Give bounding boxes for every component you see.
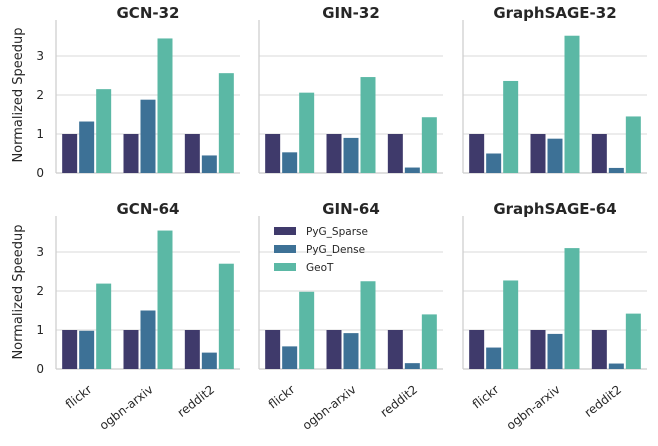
bar-geot <box>421 314 437 369</box>
x-tick-label: flickr <box>63 382 95 411</box>
bar-pyg-sparse <box>123 330 139 369</box>
bar-geot <box>218 263 234 369</box>
x-tick-label: reddit2 <box>582 382 624 419</box>
x-tick-label: reddit2 <box>175 382 217 419</box>
bar-pyg-sparse <box>184 134 200 173</box>
y-tick-label: 3 <box>36 245 44 259</box>
y-tick-label: 0 <box>36 362 44 376</box>
panel-title: GraphSAGE-32 <box>493 4 616 22</box>
bar-geot <box>625 313 641 369</box>
y-tick-label: 0 <box>36 166 44 180</box>
bar-geot <box>157 38 173 174</box>
panel-title: GIN-64 <box>322 200 380 218</box>
bar-geot <box>503 280 519 369</box>
bar-geot <box>218 73 234 173</box>
bar-pyg-sparse <box>265 330 281 369</box>
bar-pyg-sparse <box>591 330 607 369</box>
bar-pyg-dense <box>282 152 298 173</box>
y-tick-label: 3 <box>36 49 44 63</box>
bar-pyg-sparse <box>62 134 78 173</box>
bar-pyg-sparse <box>326 134 342 173</box>
bar-pyg-sparse <box>123 134 139 173</box>
x-tick-label: flickr <box>266 382 298 411</box>
bar-geot <box>96 283 112 369</box>
y-axis-label: Normalized Speedup <box>11 224 26 359</box>
y-tick-label: 2 <box>36 284 44 298</box>
bar-pyg-dense <box>404 363 420 369</box>
bar-geot <box>564 35 580 173</box>
bar-geot <box>157 230 173 369</box>
bar-geot <box>360 77 376 173</box>
bar-pyg-dense <box>140 99 156 173</box>
bar-pyg-sparse <box>387 330 403 369</box>
bar-geot <box>564 248 580 369</box>
bar-pyg-dense <box>404 167 420 173</box>
bar-pyg-dense <box>140 310 156 369</box>
legend-label: PyG_Sparse <box>306 226 368 238</box>
bar-pyg-sparse <box>184 330 200 369</box>
bar-pyg-dense <box>486 347 502 369</box>
bar-pyg-sparse <box>62 330 78 369</box>
x-tick-label: ogbn-arxiv <box>504 382 563 432</box>
bar-pyg-sparse <box>591 134 607 173</box>
legend-label: GeoT <box>306 262 334 274</box>
bar-pyg-sparse <box>326 330 342 369</box>
y-axis-label: Normalized Speedup <box>11 27 26 162</box>
bar-pyg-dense <box>79 330 95 369</box>
bar-pyg-dense <box>343 137 359 173</box>
bar-pyg-dense <box>79 121 95 173</box>
bar-pyg-dense <box>608 167 624 173</box>
bar-pyg-sparse <box>387 134 403 173</box>
x-tick-label: reddit2 <box>378 382 420 419</box>
legend: PyG_Sparse PyG_Dense GeoT <box>274 226 368 274</box>
x-tick-label: ogbn-arxiv <box>97 382 156 432</box>
legend-swatch <box>274 263 296 271</box>
bar-geot <box>299 92 315 173</box>
bar-pyg-dense <box>608 363 624 369</box>
bar-pyg-dense <box>282 346 298 369</box>
bar-geot <box>96 89 112 173</box>
bar-geot <box>503 80 519 173</box>
bar-pyg-sparse <box>530 134 546 173</box>
bar-pyg-dense <box>547 138 563 173</box>
y-tick-label: 2 <box>36 88 44 102</box>
bar-pyg-sparse <box>469 134 485 173</box>
bar-pyg-dense <box>486 153 502 173</box>
panel-title: GCN-32 <box>117 4 180 22</box>
panel-title: GCN-64 <box>117 200 180 218</box>
x-tick-label: flickr <box>470 382 502 411</box>
bar-pyg-dense <box>201 352 217 369</box>
bar-pyg-sparse <box>469 330 485 369</box>
panel-title: GraphSAGE-64 <box>493 200 616 218</box>
legend-label: PyG_Dense <box>306 244 365 256</box>
panel-graphsage-64: GraphSAGE-64 flickr ogbn-arxiv reddit2 <box>462 200 647 433</box>
bar-pyg-dense <box>547 333 563 369</box>
y-tick-label: 1 <box>36 323 44 337</box>
bar-geot <box>299 291 315 369</box>
legend-swatch <box>274 227 296 235</box>
bar-pyg-dense <box>201 155 217 173</box>
panel-gin-32: GIN-32 <box>258 4 443 174</box>
y-tick-label: 1 <box>36 127 44 141</box>
bar-geot <box>360 281 376 369</box>
panel-graphsage-32: GraphSAGE-32 <box>462 4 647 174</box>
bar-pyg-sparse <box>530 330 546 369</box>
panel-gcn-64: GCN-64 0 1 2 3 flickr ogbn-arxiv reddit2 <box>36 200 240 433</box>
bar-geot <box>625 116 641 173</box>
bar-pyg-sparse <box>265 134 281 173</box>
bar-geot <box>421 117 437 173</box>
panel-gcn-32: GCN-32 0 1 2 3 <box>36 4 240 180</box>
legend-swatch <box>274 245 296 253</box>
x-tick-label: ogbn-arxiv <box>300 382 359 432</box>
panel-title: GIN-32 <box>322 4 380 22</box>
bar-pyg-dense <box>343 333 359 369</box>
